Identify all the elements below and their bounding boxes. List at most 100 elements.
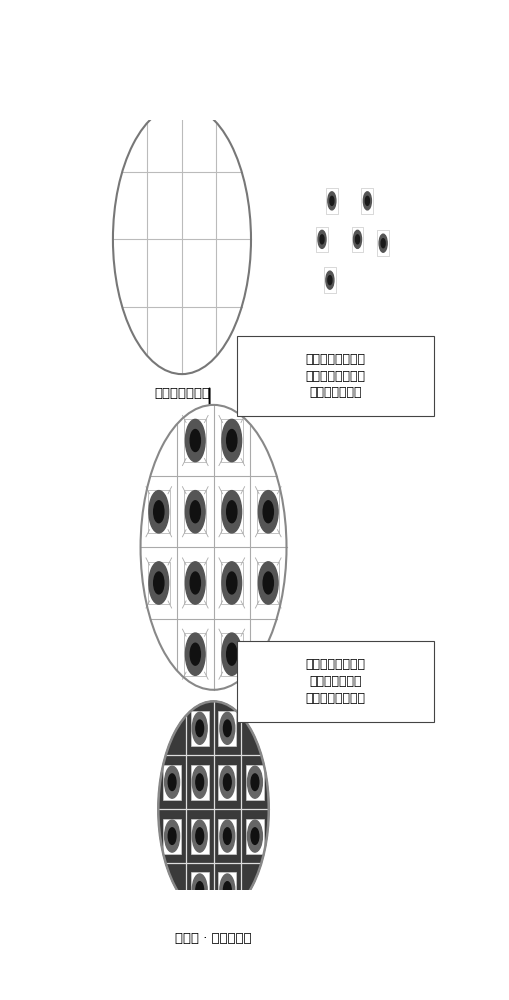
Circle shape bbox=[140, 405, 287, 690]
Bar bbox=[163, 765, 181, 800]
Ellipse shape bbox=[190, 501, 201, 523]
Bar bbox=[246, 765, 264, 800]
Ellipse shape bbox=[263, 572, 273, 594]
Text: 琻脂糖微球中。: 琻脂糖微球中。 bbox=[309, 386, 362, 399]
Bar bbox=[258, 490, 279, 533]
Ellipse shape bbox=[222, 491, 242, 533]
Ellipse shape bbox=[330, 196, 334, 205]
Ellipse shape bbox=[251, 828, 259, 844]
Ellipse shape bbox=[164, 820, 180, 852]
Ellipse shape bbox=[328, 192, 336, 210]
Bar bbox=[237, 336, 435, 416]
Bar bbox=[148, 490, 169, 533]
Ellipse shape bbox=[227, 501, 237, 523]
Text: 作用，量子点嵌入: 作用，量子点嵌入 bbox=[306, 370, 366, 383]
Text: 充；乙二醉交联）: 充；乙二醉交联） bbox=[306, 692, 366, 705]
Bar bbox=[324, 267, 336, 293]
Bar bbox=[221, 419, 243, 462]
Ellipse shape bbox=[185, 491, 205, 533]
Ellipse shape bbox=[149, 562, 168, 604]
Ellipse shape bbox=[353, 230, 361, 248]
Ellipse shape bbox=[164, 766, 180, 798]
Ellipse shape bbox=[355, 235, 359, 244]
Ellipse shape bbox=[185, 419, 205, 462]
Text: 第一步：基于氢键: 第一步：基于氢键 bbox=[306, 353, 366, 366]
Bar bbox=[352, 227, 363, 252]
Bar bbox=[377, 230, 389, 256]
Circle shape bbox=[158, 701, 269, 917]
Ellipse shape bbox=[196, 720, 204, 737]
Ellipse shape bbox=[318, 230, 326, 248]
Ellipse shape bbox=[259, 562, 278, 604]
Text: 量子点 · 琻脂糖微球: 量子点 · 琻脂糖微球 bbox=[175, 932, 252, 945]
Ellipse shape bbox=[190, 643, 201, 665]
Bar bbox=[326, 188, 338, 214]
Ellipse shape bbox=[223, 720, 231, 737]
Bar bbox=[163, 819, 181, 854]
Ellipse shape bbox=[154, 572, 164, 594]
Ellipse shape bbox=[381, 239, 385, 248]
Bar bbox=[184, 633, 206, 676]
Ellipse shape bbox=[149, 491, 168, 533]
Bar bbox=[221, 490, 243, 533]
Bar bbox=[218, 872, 236, 908]
Ellipse shape bbox=[259, 491, 278, 533]
Ellipse shape bbox=[196, 882, 204, 898]
Bar bbox=[218, 711, 236, 746]
Bar bbox=[221, 633, 243, 676]
Bar bbox=[191, 872, 209, 908]
Ellipse shape bbox=[223, 828, 231, 844]
Ellipse shape bbox=[379, 234, 387, 252]
Ellipse shape bbox=[227, 643, 237, 665]
Ellipse shape bbox=[251, 774, 259, 791]
Bar bbox=[218, 819, 236, 854]
Ellipse shape bbox=[185, 633, 205, 675]
Ellipse shape bbox=[196, 774, 204, 791]
Bar bbox=[184, 562, 206, 604]
Ellipse shape bbox=[363, 192, 372, 210]
Circle shape bbox=[113, 105, 251, 374]
Ellipse shape bbox=[222, 633, 242, 675]
Ellipse shape bbox=[222, 562, 242, 604]
Bar bbox=[218, 765, 236, 800]
Bar bbox=[316, 227, 328, 252]
Ellipse shape bbox=[220, 712, 235, 744]
Bar bbox=[221, 562, 243, 604]
Ellipse shape bbox=[223, 882, 231, 898]
Text: 琻脂糖凝胶微球: 琻脂糖凝胶微球 bbox=[154, 387, 210, 400]
Ellipse shape bbox=[365, 196, 370, 205]
Ellipse shape bbox=[263, 501, 273, 523]
Ellipse shape bbox=[185, 562, 205, 604]
Ellipse shape bbox=[192, 820, 207, 852]
Ellipse shape bbox=[328, 276, 332, 285]
Ellipse shape bbox=[220, 874, 235, 906]
Ellipse shape bbox=[247, 766, 263, 798]
Ellipse shape bbox=[227, 572, 237, 594]
Ellipse shape bbox=[192, 712, 207, 744]
Ellipse shape bbox=[326, 271, 334, 289]
Bar bbox=[148, 562, 169, 604]
Bar bbox=[191, 765, 209, 800]
Ellipse shape bbox=[220, 820, 235, 852]
Ellipse shape bbox=[192, 874, 207, 906]
Bar bbox=[361, 188, 373, 214]
Bar bbox=[184, 419, 206, 462]
Ellipse shape bbox=[168, 828, 176, 844]
Text: 第二步：共价交联: 第二步：共价交联 bbox=[306, 658, 366, 671]
Ellipse shape bbox=[227, 430, 237, 451]
Ellipse shape bbox=[168, 774, 176, 791]
Ellipse shape bbox=[220, 766, 235, 798]
Ellipse shape bbox=[223, 774, 231, 791]
Ellipse shape bbox=[154, 501, 164, 523]
Bar bbox=[184, 490, 206, 533]
Ellipse shape bbox=[320, 235, 324, 244]
Ellipse shape bbox=[190, 572, 201, 594]
Ellipse shape bbox=[222, 419, 242, 462]
Text: 疆基乙胺 · 量子点: 疆基乙胺 · 量子点 bbox=[319, 387, 388, 400]
Text: （聚乙烯亚胺填: （聚乙烯亚胺填 bbox=[309, 675, 362, 688]
Bar bbox=[258, 562, 279, 604]
Ellipse shape bbox=[192, 766, 207, 798]
Ellipse shape bbox=[196, 828, 204, 844]
Bar bbox=[191, 711, 209, 746]
Bar bbox=[246, 819, 264, 854]
